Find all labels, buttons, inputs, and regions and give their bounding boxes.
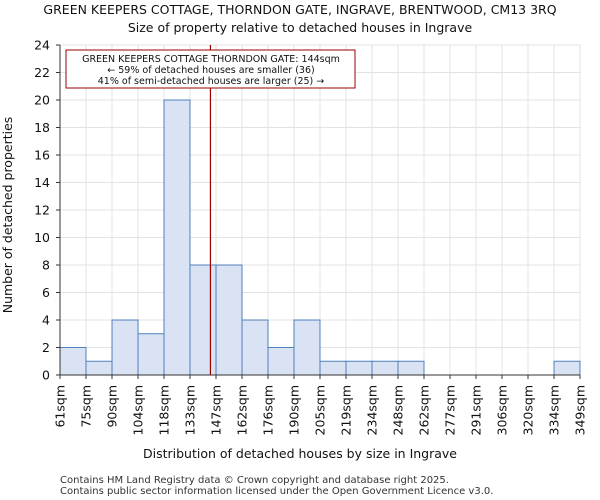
y-tick-label: 8 [42, 258, 50, 273]
x-tick-label: 61sqm [53, 385, 68, 428]
annotation-frame [65, 49, 356, 89]
x-tick-label: 104sqm [131, 385, 146, 435]
bar-75sqm [85, 360, 113, 376]
x-axis-label: Distribution of detached houses by size … [143, 446, 457, 461]
bar-118sqm [163, 99, 191, 376]
x-tick-label: 349sqm [573, 385, 588, 435]
chart-title: GREEN KEEPERS COTTAGE, THORNDON GATE, IN… [43, 2, 556, 17]
bar-90sqm [111, 319, 139, 376]
bars [59, 99, 581, 376]
y-tick-label: 20 [34, 93, 50, 108]
x-tick-label: 75sqm [79, 385, 94, 428]
y-tick-label: 6 [42, 285, 50, 300]
y-tick-label: 2 [42, 340, 50, 355]
bar-133sqm [189, 264, 217, 376]
bar-176sqm [267, 347, 295, 376]
footer-line-1: Contains HM Land Registry data © Crown c… [60, 475, 449, 486]
x-tick-label: 291sqm [469, 385, 484, 435]
y-tick-label: 10 [34, 230, 50, 245]
x-tick-label: 205sqm [313, 385, 328, 435]
x-tick-label: 133sqm [183, 385, 198, 435]
y-tick-label: 16 [34, 148, 50, 163]
x-tick-label: 90sqm [105, 385, 120, 428]
bar-234sqm [371, 360, 399, 376]
x-tick-label: 234sqm [365, 385, 380, 435]
y-tick-label: 14 [34, 175, 50, 190]
x-tick-label: 277sqm [443, 385, 458, 435]
y-tick-label: 4 [42, 313, 50, 328]
y-axis-label: Number of detached properties [0, 117, 15, 314]
footer-line-2: Contains public sector information licen… [60, 486, 493, 497]
x-tick-label: 162sqm [235, 385, 250, 435]
x-tick-label: 118sqm [157, 385, 172, 435]
x-tick-label: 306sqm [495, 385, 510, 435]
x-tick-label: 147sqm [209, 385, 224, 435]
bar-162sqm [241, 319, 269, 376]
bar-190sqm [293, 319, 321, 376]
x-tick-label: 190sqm [287, 385, 302, 435]
x-tick-label: 320sqm [521, 385, 536, 435]
y-tick-label: 12 [34, 203, 50, 218]
chart-subtitle: Size of property relative to detached ho… [128, 20, 473, 35]
bar-147sqm [215, 264, 243, 376]
bar-334sqm [553, 360, 581, 376]
x-tick-label: 334sqm [547, 385, 562, 435]
bar-205sqm [319, 360, 347, 376]
bar-104sqm [137, 333, 165, 376]
y-tick-label: 24 [34, 38, 50, 53]
x-tick-label: 248sqm [391, 385, 406, 435]
annotation-line-1: GREEN KEEPERS COTTAGE THORNDON GATE: 144… [82, 54, 340, 65]
y-tick-label: 0 [42, 368, 50, 383]
y-tick-label: 22 [34, 65, 50, 80]
x-tick-label: 176sqm [261, 385, 276, 435]
annotation-line-3: 41% of semi-detached houses are larger (… [98, 76, 325, 87]
bar-219sqm [345, 360, 373, 376]
bar-248sqm [397, 360, 425, 376]
axes [59, 45, 580, 376]
bar-61sqm [59, 347, 87, 376]
x-tick-label: 262sqm [417, 385, 432, 435]
annotation-box: GREEN KEEPERS COTTAGE THORNDON GATE: 144… [65, 49, 356, 89]
x-axis-ticks: 61sqm 75sqm 90sqm 104sqm 118sqm 133sqm 147sqm 1… [53, 375, 588, 435]
y-tick-label: 18 [34, 120, 50, 135]
x-tick-label: 219sqm [339, 385, 354, 435]
annotation-line-2: ← 59% of detached houses are smaller (36… [107, 65, 314, 76]
